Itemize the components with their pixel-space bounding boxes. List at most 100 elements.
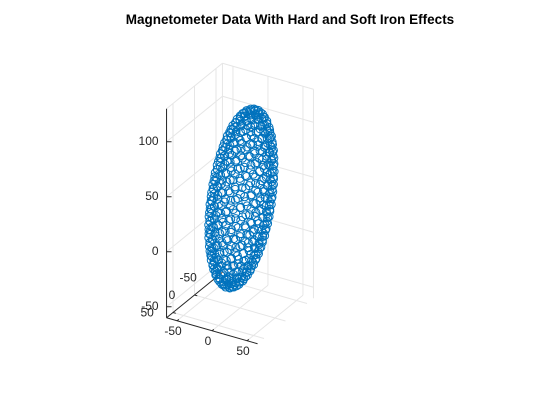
grid-line-wall-z bbox=[222, 150, 314, 178]
chart-title: Magnetometer Data With Hard and Soft Iro… bbox=[126, 12, 454, 27]
data-point bbox=[237, 183, 247, 193]
data-point bbox=[252, 158, 262, 168]
data-point bbox=[246, 178, 256, 188]
data-point bbox=[220, 227, 230, 236]
data-point bbox=[219, 247, 229, 257]
data-point bbox=[235, 232, 245, 242]
x-tick-mark bbox=[211, 328, 215, 332]
x-tick-label: 50 bbox=[236, 344, 250, 358]
y-tick-mark bbox=[194, 294, 198, 297]
data-point bbox=[230, 184, 240, 194]
data-point bbox=[226, 214, 236, 224]
data-point bbox=[233, 164, 243, 174]
data-point bbox=[226, 166, 236, 176]
x-tick-mark bbox=[176, 318, 180, 322]
data-point bbox=[215, 229, 225, 239]
data-point bbox=[249, 199, 259, 209]
data-point bbox=[226, 227, 236, 237]
data-point bbox=[215, 249, 225, 259]
data-point bbox=[254, 167, 264, 177]
data-point bbox=[226, 225, 236, 235]
data-point bbox=[223, 236, 233, 246]
data-point bbox=[247, 255, 257, 265]
z-tick-label: -50 bbox=[141, 299, 159, 313]
data-point bbox=[206, 225, 216, 235]
data-point bbox=[250, 149, 260, 159]
data-point bbox=[213, 219, 223, 229]
grid-line-floor-y bbox=[194, 294, 286, 322]
data-point bbox=[233, 223, 243, 233]
grid-line-floor-y bbox=[172, 312, 265, 339]
data-point bbox=[263, 213, 273, 223]
data-point bbox=[244, 109, 254, 119]
data-point bbox=[214, 199, 224, 209]
data-point bbox=[260, 231, 270, 241]
data-point bbox=[214, 261, 224, 271]
y-tick-label: -50 bbox=[179, 270, 197, 284]
data-point bbox=[218, 188, 228, 198]
data-point bbox=[230, 146, 240, 156]
data-point bbox=[206, 204, 216, 214]
axes bbox=[166, 108, 258, 345]
data-point bbox=[242, 229, 252, 239]
data-point bbox=[225, 244, 235, 254]
data-point bbox=[248, 169, 258, 179]
data-point bbox=[251, 207, 261, 217]
pane-edge bbox=[222, 62, 314, 90]
data-point bbox=[238, 248, 248, 258]
data-point bbox=[230, 182, 240, 192]
data-point bbox=[220, 159, 230, 169]
data-point bbox=[218, 217, 228, 227]
data-point bbox=[229, 234, 239, 244]
data-point bbox=[267, 181, 277, 191]
x-tick-label: 0 bbox=[205, 334, 212, 348]
data-point bbox=[244, 151, 254, 161]
data-point bbox=[217, 238, 227, 248]
data-point bbox=[221, 256, 231, 266]
y-tick-label: 0 bbox=[169, 288, 176, 302]
data-point bbox=[244, 246, 254, 256]
data-point bbox=[233, 194, 243, 204]
data-point bbox=[264, 122, 274, 132]
y-tick-mark bbox=[172, 312, 176, 314]
data-point bbox=[231, 155, 241, 165]
data-point bbox=[235, 135, 245, 145]
data-point bbox=[246, 131, 256, 141]
data-point bbox=[242, 142, 252, 152]
data-point bbox=[251, 253, 261, 263]
data-point bbox=[217, 227, 227, 237]
data-point bbox=[211, 210, 221, 220]
data-point bbox=[224, 186, 234, 196]
data-point bbox=[251, 178, 261, 188]
data-point bbox=[222, 206, 232, 216]
z-tick-label: 50 bbox=[145, 189, 159, 203]
grid-line-wall-z bbox=[166, 95, 223, 143]
data-point bbox=[207, 234, 217, 244]
data-points bbox=[204, 104, 279, 293]
data-point bbox=[246, 219, 256, 228]
data-point bbox=[217, 258, 227, 268]
data-point bbox=[221, 168, 231, 178]
data-point bbox=[222, 177, 232, 187]
data-point bbox=[268, 164, 278, 174]
data-point bbox=[269, 159, 279, 169]
data-point bbox=[209, 264, 219, 274]
data-point bbox=[248, 237, 258, 247]
data-point bbox=[247, 190, 256, 200]
data-point bbox=[255, 124, 265, 134]
data-point bbox=[239, 112, 249, 122]
data-point bbox=[256, 242, 266, 252]
x-tick-mark bbox=[246, 338, 250, 342]
data-point bbox=[248, 139, 258, 149]
data-point bbox=[216, 170, 226, 180]
data-point bbox=[240, 192, 250, 202]
data-point bbox=[223, 264, 233, 274]
data-point bbox=[228, 175, 238, 185]
data-point bbox=[224, 215, 234, 225]
data-point bbox=[231, 242, 241, 252]
data-point bbox=[232, 144, 242, 154]
data-point bbox=[239, 162, 249, 172]
x-tick-label: -50 bbox=[164, 324, 182, 338]
data-point bbox=[253, 187, 263, 197]
